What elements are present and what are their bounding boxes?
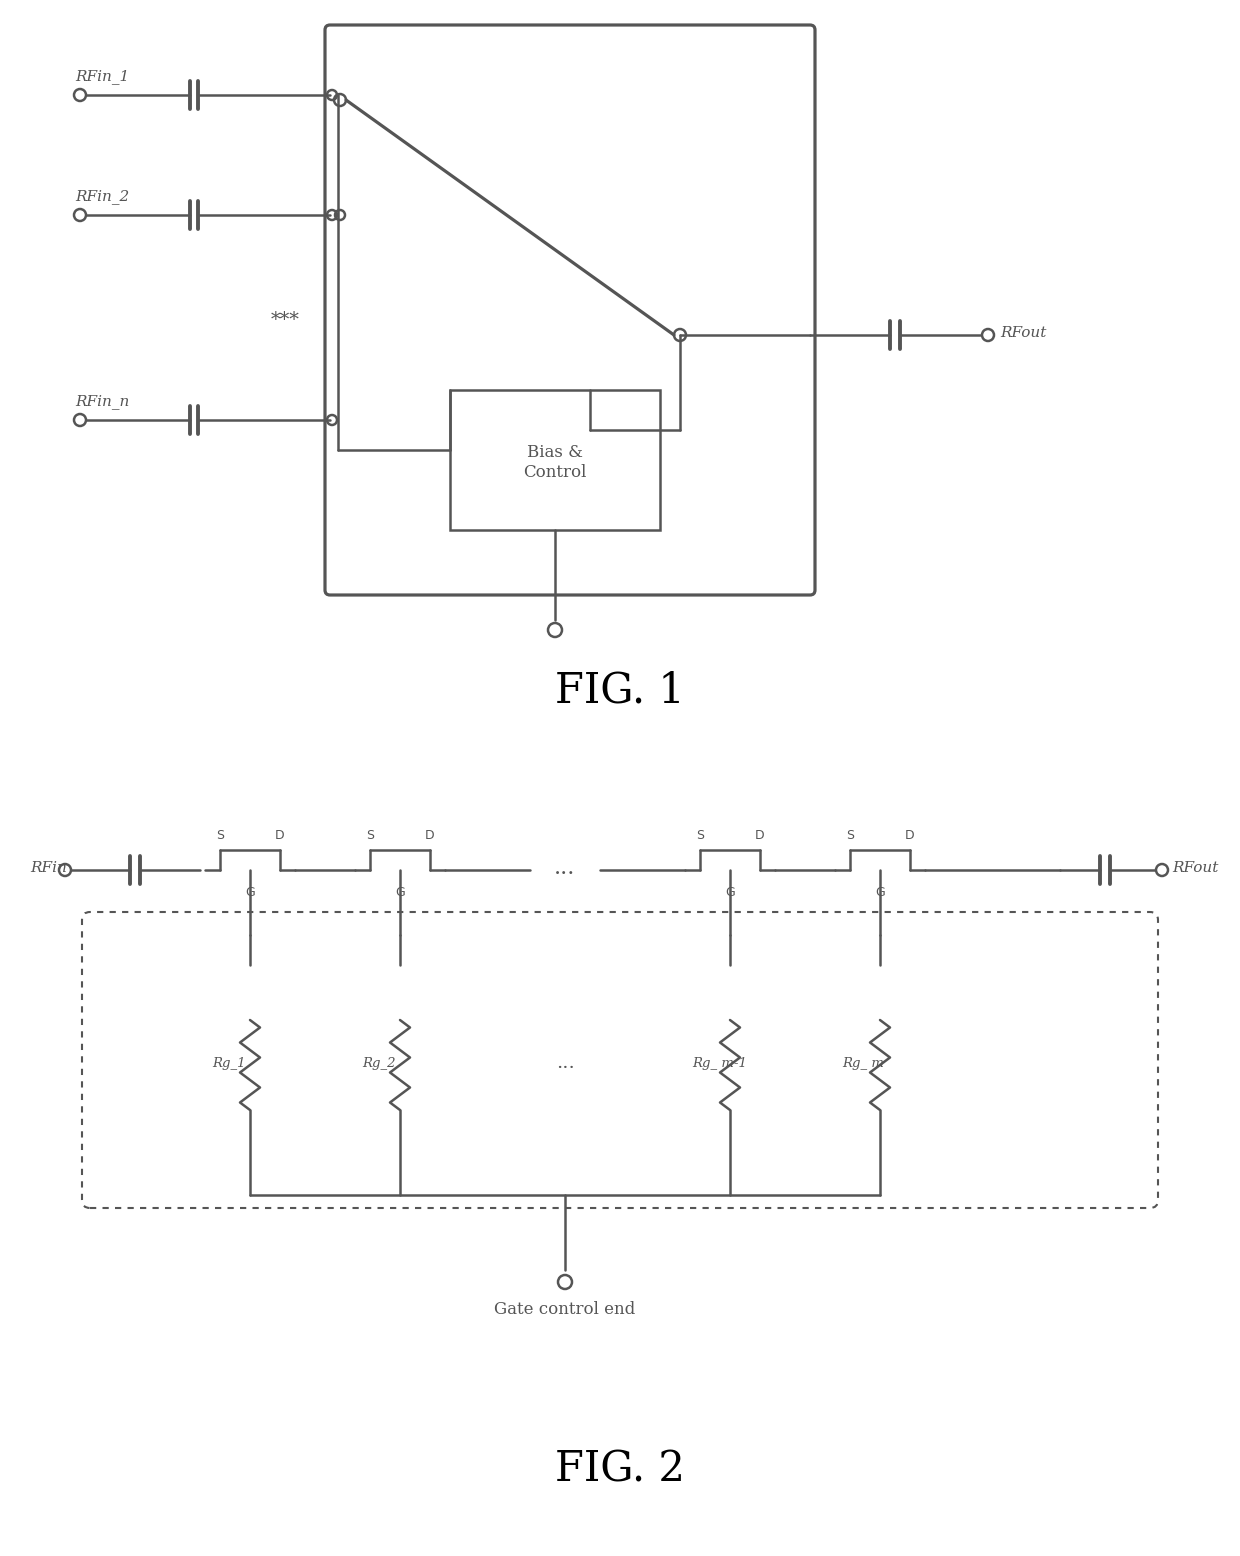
Text: RFin: RFin bbox=[30, 860, 67, 874]
Text: FIG. 1: FIG. 1 bbox=[556, 669, 684, 711]
Text: ...: ... bbox=[556, 1053, 574, 1072]
Text: G: G bbox=[725, 885, 735, 898]
Text: S: S bbox=[366, 828, 374, 842]
Text: S: S bbox=[216, 828, 224, 842]
Text: FIG. 2: FIG. 2 bbox=[556, 1449, 684, 1491]
Text: G: G bbox=[246, 885, 255, 898]
Text: RFin_n: RFin_n bbox=[74, 395, 129, 409]
Text: Bias &: Bias & bbox=[527, 443, 583, 461]
Text: Rg_1: Rg_1 bbox=[212, 1057, 246, 1069]
Text: Gate control end: Gate control end bbox=[495, 1301, 636, 1318]
Text: D: D bbox=[905, 828, 915, 842]
Text: D: D bbox=[755, 828, 765, 842]
Text: Control: Control bbox=[523, 464, 587, 481]
Text: S: S bbox=[696, 828, 704, 842]
Text: RFin_2: RFin_2 bbox=[74, 190, 129, 204]
Text: RFout: RFout bbox=[999, 327, 1047, 341]
FancyBboxPatch shape bbox=[325, 25, 815, 594]
Text: RFin_1: RFin_1 bbox=[74, 70, 129, 84]
Text: Rg_ m: Rg_ m bbox=[842, 1057, 884, 1069]
Text: ...: ... bbox=[554, 857, 575, 879]
Text: G: G bbox=[396, 885, 405, 898]
Text: D: D bbox=[275, 828, 285, 842]
Text: D: D bbox=[425, 828, 435, 842]
Text: G: G bbox=[875, 885, 885, 898]
FancyBboxPatch shape bbox=[82, 912, 1158, 1207]
Text: RFout: RFout bbox=[1172, 860, 1219, 874]
Text: ***: *** bbox=[270, 311, 299, 328]
Text: S: S bbox=[846, 828, 854, 842]
Text: Rg_2: Rg_2 bbox=[362, 1057, 396, 1069]
Text: Rg_ m-1: Rg_ m-1 bbox=[692, 1057, 746, 1069]
FancyBboxPatch shape bbox=[450, 391, 660, 531]
